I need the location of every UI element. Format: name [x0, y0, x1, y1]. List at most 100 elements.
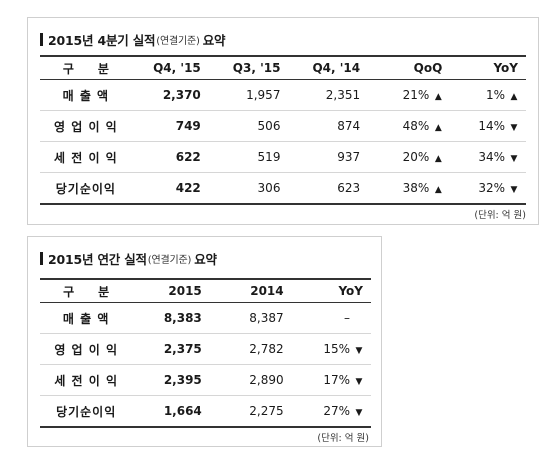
row-label-value: 영 업 이 익	[54, 119, 118, 134]
year-2015-cell-value: 2,395	[163, 373, 202, 387]
q4-2014-cell-value: 623	[337, 181, 361, 195]
yoy-cell: 32% ▼	[450, 172, 526, 205]
q3-2015-cell-value: 306	[257, 181, 281, 195]
q4-2014-cell: 874	[288, 110, 369, 142]
title-bar-marker	[40, 33, 43, 46]
q4-2015-cell: 749	[131, 110, 209, 142]
yoy-cell-value: 34%	[478, 150, 505, 164]
annual-title-suffix: 요약	[194, 252, 217, 267]
row-label-value: 당기순이익	[55, 181, 116, 196]
yoy-cell: –	[291, 302, 371, 334]
quarterly-summary-panel: 2015년 4분기 실적 (연결기준) 요약 구 분 Q4, '15 Q3, '…	[27, 17, 539, 225]
q4-2014-cell: 2,351	[288, 79, 369, 111]
yoy-cell: 1% ▲	[450, 79, 526, 111]
up-triangle-icon: ▲	[434, 185, 442, 195]
title-bar-marker	[40, 252, 43, 265]
yoy-cell-value: 17%	[323, 373, 350, 387]
year-2015-cell-value: 1,664	[163, 404, 202, 418]
q4-2014-cell-value: 874	[337, 119, 361, 133]
up-triangle-icon: ▲	[434, 92, 442, 102]
table-row: 세 전 이 익 2,395 2,890 17% ▼	[40, 364, 371, 396]
up-triangle-icon: ▲	[510, 92, 518, 102]
yoy-cell-value: 1%	[485, 88, 505, 102]
row-label: 매 출 액	[40, 302, 133, 334]
year-2015-cell: 8,383	[132, 302, 210, 334]
quarterly-unit-note: (단위: 억 원)	[474, 210, 526, 221]
column-header: Q4, '15	[131, 55, 209, 80]
table-row: 매 출 액 8,383 8,387 –	[40, 302, 371, 334]
q4-2015-cell: 2,370	[131, 79, 209, 111]
q3-2015-cell: 519	[208, 141, 289, 173]
q3-2015-cell: 1,957	[208, 79, 289, 111]
year-2014-cell: 2,782	[209, 333, 292, 365]
column-header: Q4, '14	[288, 55, 369, 80]
year-2015-cell: 2,395	[132, 364, 210, 396]
yoy-cell-value: 14%	[478, 119, 505, 133]
year-2014-cell: 8,387	[209, 302, 292, 334]
q3-2015-cell-value: 519	[257, 150, 281, 164]
column-header: QoQ	[368, 55, 451, 80]
yoy-cell-value: 27%	[323, 404, 350, 418]
year-2014-cell: 2,275	[209, 395, 292, 428]
table-row: 영 업 이 익 749 506 874 48% ▲ 14% ▼	[40, 110, 526, 142]
table-row: 당기순이익 1,664 2,275 27% ▼	[40, 395, 371, 428]
qoq-cell-value: 48%	[402, 119, 430, 133]
annual-title-text: 2015년 연간 실적	[48, 252, 147, 267]
annual-title: 2015년 연간 실적 (연결기준) 요약	[40, 249, 217, 268]
row-label: 세 전 이 익	[40, 141, 132, 173]
row-label-value: 세 전 이 익	[54, 150, 118, 165]
annual-unit-note: (단위: 억 원)	[317, 433, 369, 444]
quarterly-title-suffix: 요약	[202, 33, 226, 48]
table-header-row: 구 분 Q4, '15 Q3, '15 Q4, '14 QoQ YoY	[40, 55, 526, 80]
table-row: 영 업 이 익 2,375 2,782 15% ▼	[40, 333, 371, 365]
row-label-value: 매 출 액	[62, 311, 110, 326]
row-label-value: 당기순이익	[56, 404, 117, 419]
row-label-value: 매 출 액	[62, 88, 110, 103]
yoy-cell: 17% ▼	[291, 364, 371, 396]
q4-2015-cell-value: 622	[175, 150, 201, 164]
column-header: 2014	[209, 278, 292, 303]
q3-2015-cell: 506	[208, 110, 289, 142]
qoq-cell-value: 20%	[402, 150, 430, 164]
quarterly-title-text: 2015년 4분기 실적	[48, 33, 156, 48]
down-triangle-icon: ▼	[355, 377, 363, 387]
q4-2015-cell-value: 422	[175, 181, 201, 195]
q3-2015-cell-value: 506	[257, 119, 281, 133]
q3-2015-cell: 306	[208, 172, 289, 205]
year-2015-cell: 1,664	[132, 395, 210, 428]
row-label: 매 출 액	[40, 79, 132, 111]
yoy-cell: 34% ▼	[450, 141, 526, 173]
down-triangle-icon: ▼	[510, 123, 518, 133]
annual-table: 구 분 2015 2014 YoY 매 출 액 8,383 8,387 – 영 업 이 …	[40, 278, 371, 428]
table-row: 매 출 액 2,370 1,957 2,351 21% ▲ 1% ▲	[40, 79, 526, 111]
row-label-value: 영 업 이 익	[54, 342, 119, 357]
yoy-cell-value: –	[344, 311, 350, 325]
yoy-cell-value: 32%	[478, 181, 505, 195]
row-label: 세 전 이 익	[40, 364, 133, 396]
quarterly-title: 2015년 4분기 실적 (연결기준) 요약	[40, 30, 226, 49]
yoy-cell-value: 15%	[323, 342, 350, 356]
year-2014-cell: 2,890	[209, 364, 292, 396]
qoq-cell: 21% ▲	[368, 79, 451, 111]
down-triangle-icon: ▼	[510, 154, 518, 164]
quarterly-table: 구 분 Q4, '15 Q3, '15 Q4, '14 QoQ YoY 매 출 …	[40, 55, 526, 205]
column-header: 2015	[132, 278, 210, 303]
table-header-row: 구 분 2015 2014 YoY	[40, 278, 371, 303]
column-header: YoY	[450, 55, 526, 80]
down-triangle-icon: ▼	[355, 346, 363, 356]
table-row: 세 전 이 익 622 519 937 20% ▲ 34% ▼	[40, 141, 526, 173]
year-2015-cell-value: 2,375	[163, 342, 202, 356]
quarterly-title-note: (연결기준)	[156, 36, 200, 47]
annual-title-note: (연결기준)	[147, 255, 192, 266]
row-label: 당기순이익	[40, 395, 133, 428]
q4-2014-cell: 623	[288, 172, 369, 205]
table-row: 당기순이익 422 306 623 38% ▲ 32% ▼	[40, 172, 526, 205]
year-2014-cell-value: 2,890	[249, 373, 284, 387]
q4-2015-cell: 622	[131, 141, 209, 173]
q4-2015-cell-value: 749	[175, 119, 201, 133]
year-2015-cell-value: 8,383	[163, 311, 202, 325]
yoy-cell: 14% ▼	[450, 110, 526, 142]
qoq-cell: 20% ▲	[368, 141, 451, 173]
row-label-value: 세 전 이 익	[54, 373, 119, 388]
year-2014-cell-value: 2,275	[249, 404, 284, 418]
